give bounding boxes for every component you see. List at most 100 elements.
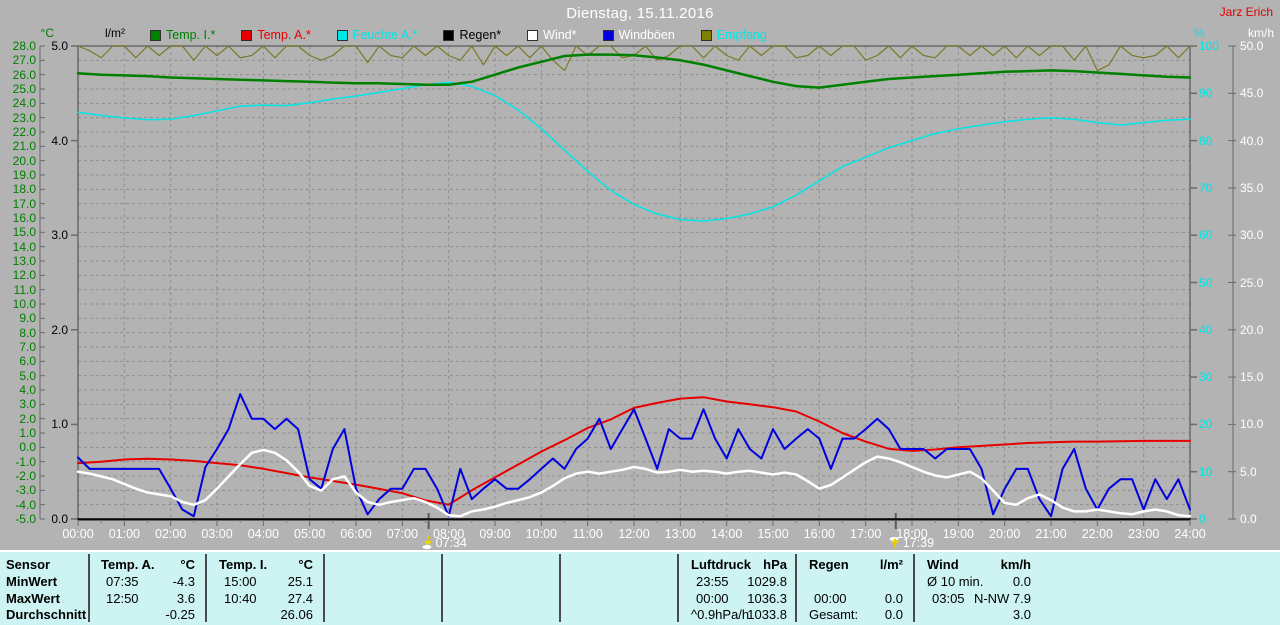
time-axis-label: 05:00 (294, 527, 326, 541)
table-separator (88, 554, 90, 622)
temp-axis-label: -2.0 (15, 469, 36, 483)
time-axis-label: 15:00 (757, 527, 789, 541)
humidity-axis-label: 20 (1199, 417, 1213, 432)
col-header: Temp. A. (101, 557, 155, 572)
time-axis-label: 14:00 (711, 527, 743, 541)
time-axis-label: 24:00 (1174, 527, 1206, 541)
table-col-rowlabels: Sensor MinWert MaxWert Durchschnitt (0, 552, 86, 625)
humidity-axis-label: 80 (1199, 133, 1213, 148)
max-time: 00:00 (814, 591, 847, 606)
rain-axis-label: 5.0 (51, 39, 68, 53)
temp-axis-label: 25.0 (12, 82, 36, 96)
temp-axis-label: 28.0 (12, 39, 36, 53)
avg-value: 3.0 (1012, 607, 1031, 622)
empfang-swatch-icon (700, 29, 712, 41)
col-unit: °C (298, 557, 313, 572)
max-value: 1036.3 (747, 591, 787, 606)
series-line-feuchte-a (77, 81, 1191, 222)
legend-item-windboeen: Windböen (602, 28, 675, 42)
temp-axis-label: 7.0 (19, 340, 36, 354)
col-unit: hPa (763, 557, 787, 572)
table-separator (205, 554, 207, 622)
wind-axis-label: 40.0 (1240, 133, 1264, 148)
time-axis-label: 07:00 (386, 527, 418, 541)
legend-item-temp-i: Temp. I.* (150, 28, 215, 42)
temp-axis-label: 8.0 (19, 325, 36, 340)
series-line-temp-i (76, 53, 1192, 89)
temp-axis-label: 12.0 (12, 268, 36, 283)
table-col-regen: Regen l/m² 00:00 0.0 Gesamt: 0.0 (800, 552, 908, 625)
temp-axis-label: 13.0 (12, 254, 36, 268)
time-axis-label: 06:00 (340, 527, 372, 541)
time-axis-label: 20:00 (989, 527, 1021, 541)
max-value: 27.4 (287, 591, 313, 606)
col-header: Wind (927, 557, 959, 572)
min-value: 1029.8 (747, 574, 787, 589)
wind-axis-label: 30.0 (1240, 228, 1264, 243)
wind-swatch-icon (527, 29, 539, 41)
col-header: Temp. I. (219, 557, 268, 572)
series-line-wind (76, 448, 1192, 518)
time-axis-label: 08:00 (433, 527, 465, 541)
sunset-marker: 17:39 (889, 535, 934, 549)
temp-axis-label: 17.0 (12, 196, 36, 211)
temp-axis-label: 4.0 (19, 383, 36, 397)
row-label-sensor: Sensor (6, 557, 51, 572)
min-value: -4.3 (172, 574, 195, 589)
time-axis-label: 13:00 (664, 527, 696, 541)
table-separator (795, 554, 797, 622)
wind-axis-label: 45.0 (1240, 86, 1264, 101)
max-value: N-NW 7.9 (973, 591, 1031, 606)
temp-axis-label: 20.0 (12, 153, 36, 168)
time-axis-label: 18:00 (896, 527, 928, 541)
legend-label: Temp. A.* (257, 28, 311, 42)
temp-axis-label: 3.0 (19, 397, 36, 412)
legend-item-feuchte: Feuchte A.* (336, 28, 417, 42)
legend-label: Regen* (459, 28, 502, 42)
wind-axis-label: 5.0 (1240, 464, 1257, 479)
wind-axis-label: 35.0 (1240, 180, 1264, 195)
feuchte-swatch-icon (336, 29, 348, 41)
min-time: 23:55 (696, 574, 729, 589)
wind-axis-label: 15.0 (1240, 370, 1264, 385)
humidity-axis-label: 70 (1199, 180, 1213, 195)
avg-label: Gesamt: (809, 607, 859, 622)
temp-axis-label: 16.0 (12, 211, 36, 225)
series-line-temp-a (77, 396, 1191, 506)
temp-axis-label: 0.0 (19, 440, 36, 455)
max-time: 12:50 (106, 591, 139, 606)
temp-axis-label: 18.0 (12, 182, 36, 197)
temp-axis-label: 9.0 (19, 311, 36, 326)
rain-axis-label: 0.0 (51, 512, 68, 526)
humidity-axis-label: 30 (1199, 370, 1213, 385)
min-value: 0.0 (1012, 574, 1031, 589)
sunset-time: 17:39 (902, 535, 935, 550)
legend-label: Windböen (618, 28, 675, 42)
table-col-luftdruck: Luftdruck hPa 23:55 1029.8 00:00 1036.3 ^0.… (682, 552, 792, 625)
legend-item-regen: Regen* (443, 28, 501, 42)
temp-axis-label: 26.0 (12, 67, 36, 82)
wind-axis-label: 50.0 (1240, 39, 1264, 53)
legend: Temp. I.* Temp. A.* Feuchte A.* Regen* W… (150, 28, 767, 42)
sunrise-marker: 07:34 (422, 535, 467, 549)
wind-axis-unit: km/h (1248, 26, 1275, 40)
legend-label: Empfang (716, 28, 767, 42)
humidity-axis-label: 100 (1199, 39, 1220, 53)
windboeen-swatch-icon (602, 29, 614, 41)
rain-axis-label: 3.0 (51, 228, 68, 243)
row-label-minwert: MinWert (6, 574, 58, 589)
time-axis-label: 12:00 (618, 527, 650, 541)
humidity-axis-label: 50 (1199, 275, 1213, 290)
temp-axis-label: -4.0 (15, 497, 36, 512)
table-col-wind: Wind km/h Ø 10 min. 0.0 03:05 N-NW 7.9 3.0 (918, 552, 1036, 625)
max-time: 00:00 (696, 591, 729, 606)
sunrise-time: 07:34 (435, 535, 467, 550)
temp-axis-label: 21.0 (12, 139, 36, 154)
sunset-icon (889, 537, 899, 548)
wind-axis-label: 10.0 (1240, 417, 1264, 432)
time-axis-label: 03:00 (201, 527, 233, 541)
humidity-axis-label: 10 (1199, 464, 1213, 479)
temp-i-swatch-icon (150, 29, 161, 41)
legend-item-wind: Wind* (527, 28, 577, 42)
